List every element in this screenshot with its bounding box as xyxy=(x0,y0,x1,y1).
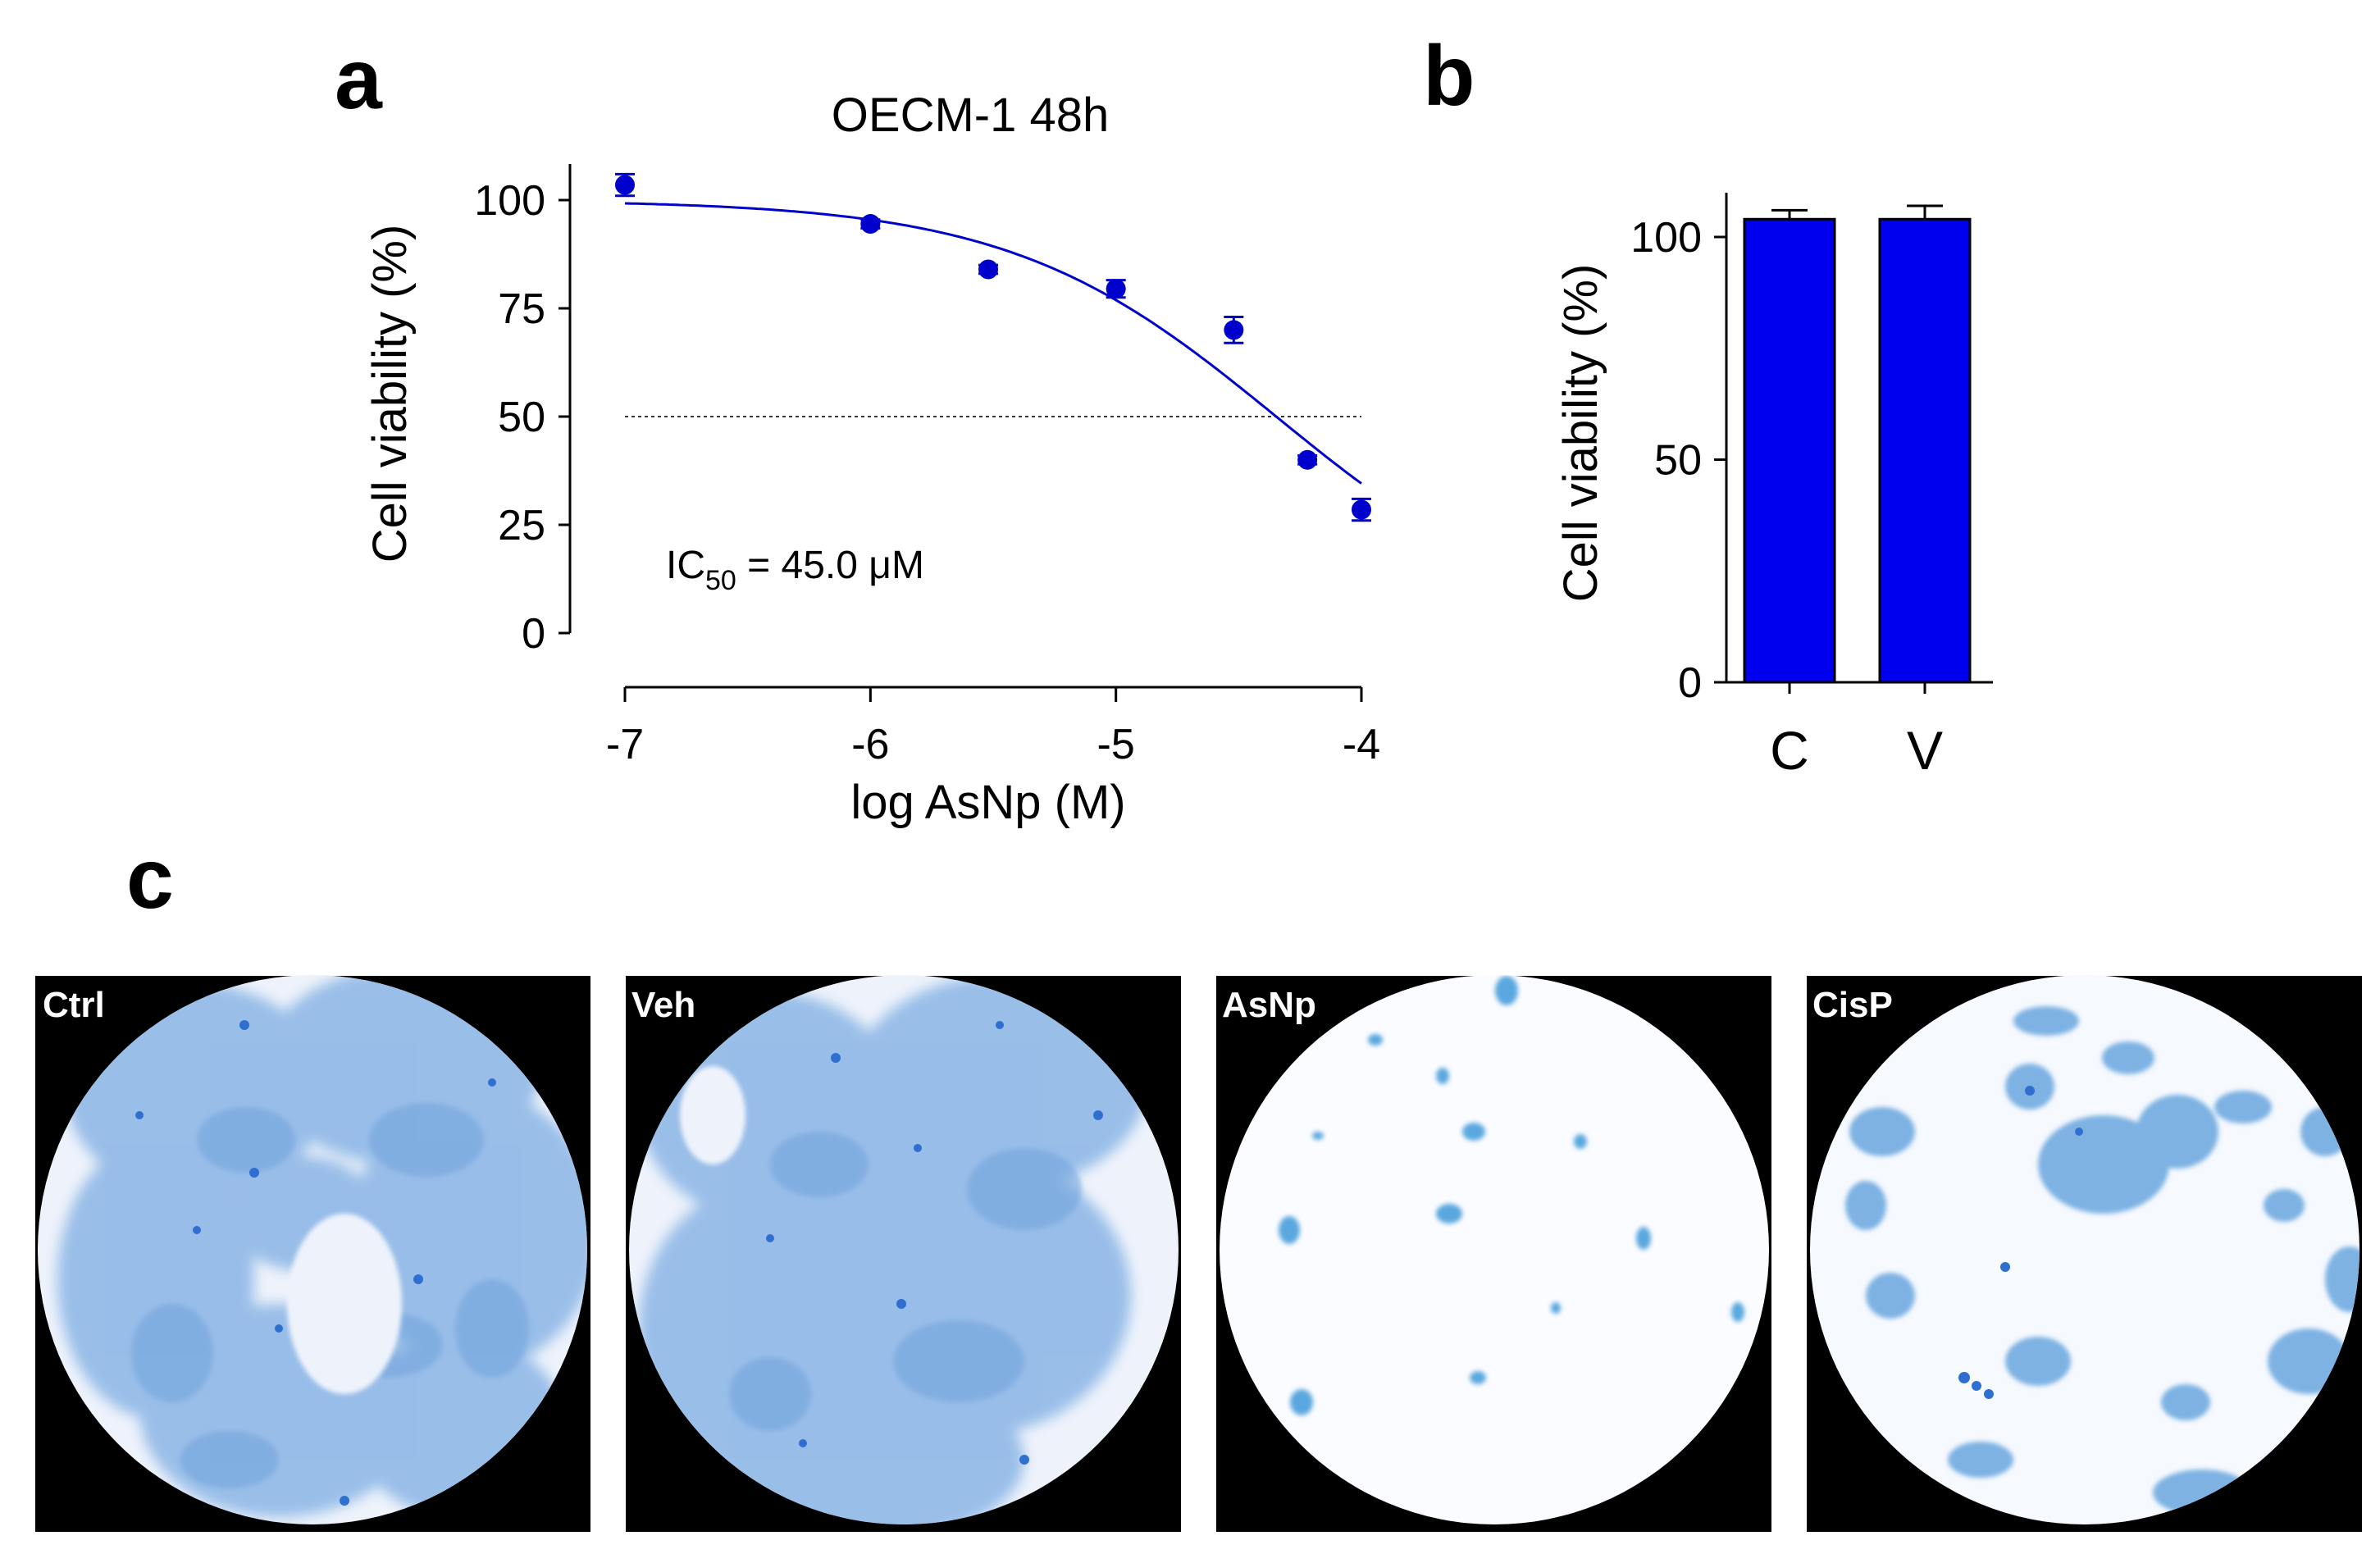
micrograph-veh-label: Veh xyxy=(631,985,695,1025)
data-point xyxy=(1224,316,1244,344)
y-tick-label: 75 xyxy=(498,285,545,333)
chart-a-ic50-annotation: IC50 = 45.0 μM xyxy=(666,544,924,596)
micrograph-cisp-cells xyxy=(1845,1006,2359,1515)
y-tick-label: 0 xyxy=(1678,659,1702,707)
data-point xyxy=(1297,449,1318,470)
data-point-marker xyxy=(1297,449,1318,470)
ic50-subscript: 50 xyxy=(705,565,736,596)
data-point-marker xyxy=(615,175,635,195)
y-tick-label: 50 xyxy=(1654,437,1702,485)
fit-curve-line xyxy=(624,202,1362,485)
micrograph-asnp: AsNp xyxy=(1216,975,1771,1532)
y-tick-label: 0 xyxy=(522,610,545,658)
data-point xyxy=(1352,497,1371,522)
chart-a: 0 25 50 75 100 -7 -6 -5 -4 xyxy=(474,164,1380,768)
chart-b-y-axis-label: Cell viability (%) xyxy=(1554,264,1607,603)
chart-a-y-axis-label: Cell viability (%) xyxy=(363,225,417,563)
bar-c xyxy=(1743,208,1836,684)
data-point-marker xyxy=(1106,279,1126,299)
chart-a-x-axis-label: log AsNp (M) xyxy=(850,776,1125,829)
panel-letter-c: c xyxy=(126,832,174,927)
panel-letter-a: a xyxy=(335,32,383,127)
bar-v xyxy=(1878,204,1972,684)
data-point-marker xyxy=(978,259,999,280)
data-point-marker xyxy=(1224,320,1244,340)
data-point xyxy=(860,214,881,235)
chart-a-x-axis: -7 -6 -5 -4 xyxy=(606,686,1380,768)
x-tick-label: C xyxy=(1770,720,1809,781)
x-tick-label: V xyxy=(1907,720,1943,781)
ic50-value: = 45.0 μM xyxy=(736,544,924,587)
micrograph-veh: Veh xyxy=(626,975,1181,1532)
micrograph-cisp-field xyxy=(1810,975,2359,1524)
x-tick-label: -6 xyxy=(851,721,889,768)
data-point xyxy=(978,259,999,280)
micrograph-cisp: CisP xyxy=(1807,975,2362,1532)
ic50-prefix: IC xyxy=(666,544,705,587)
data-point-marker xyxy=(1352,499,1371,520)
micrograph-asnp-cells xyxy=(1279,976,1744,1415)
panel-letter-b: b xyxy=(1423,29,1475,124)
chart-b-bars xyxy=(1743,204,1972,684)
y-tick-label: 25 xyxy=(498,502,545,549)
data-point-marker xyxy=(860,214,881,235)
chart-a-title: OECM-1 48h xyxy=(832,89,1109,142)
micrograph-ctrl: Ctrl xyxy=(35,975,590,1532)
chart-a-data-points xyxy=(615,172,1371,522)
x-tick-label: -7 xyxy=(606,721,644,768)
bar-rect xyxy=(1878,217,1972,684)
bar-rect xyxy=(1743,217,1836,684)
x-tick-label: -5 xyxy=(1097,721,1135,768)
micrograph-asnp-label: AsNp xyxy=(1222,985,1316,1025)
chart-a-fit-curve xyxy=(624,202,1362,485)
micrograph-ctrl-label: Ctrl xyxy=(43,985,105,1025)
y-tick-label: 50 xyxy=(498,394,545,441)
data-point xyxy=(615,172,635,198)
micrograph-cisp-label: CisP xyxy=(1812,985,1893,1025)
x-tick-label: -4 xyxy=(1343,721,1380,768)
chart-b-y-axis: 0 50 100 xyxy=(1630,193,1728,707)
micrograph-asnp-field xyxy=(1220,975,1769,1524)
data-point xyxy=(1106,279,1126,299)
y-tick-label: 100 xyxy=(1630,214,1702,262)
chart-a-y-axis: 0 25 50 75 100 xyxy=(474,164,572,658)
y-tick-label: 100 xyxy=(474,177,545,225)
